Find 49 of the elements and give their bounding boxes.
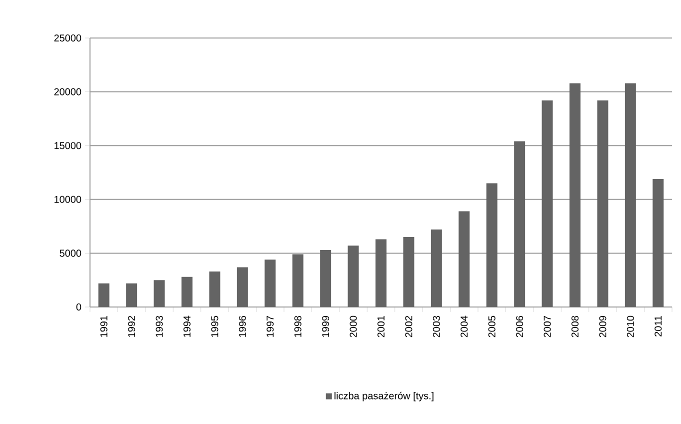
- x-tick-label: 1993: [156, 316, 163, 337]
- bar: [624, 83, 636, 307]
- x-tick-label: 2005: [488, 316, 496, 338]
- x-tick-label: 1994: [183, 316, 191, 337]
- bar: [652, 178, 664, 307]
- x-tick-label: 1992: [128, 316, 136, 337]
- y-tick-label: 20000: [54, 88, 82, 96]
- x-tick-label: 2010: [626, 316, 634, 338]
- bar: [292, 254, 304, 307]
- x-tick-label: 1998: [294, 316, 302, 337]
- x-tick-label: 2006: [516, 316, 524, 338]
- bar: [236, 267, 248, 307]
- x-tick-label: 1996: [238, 316, 246, 337]
- x-tick-label: 2000: [350, 316, 357, 338]
- bar: [514, 141, 526, 307]
- x-tick-label: 2009: [599, 316, 606, 338]
- bar: [348, 246, 359, 307]
- bar: [597, 100, 608, 307]
- y-tick-label: 0: [76, 303, 82, 311]
- bar: [430, 230, 442, 307]
- bar: [376, 239, 387, 307]
- bar: [126, 283, 138, 307]
- y-tick-label: 10000: [54, 196, 82, 203]
- bar: [542, 100, 553, 307]
- bar: [154, 280, 165, 307]
- x-tick-label: 2008: [571, 316, 579, 338]
- x-tick-label: 2007: [544, 316, 551, 338]
- x-tick-label: 1997: [266, 316, 274, 337]
- y-tick-label: 25000: [54, 34, 82, 42]
- bar: [182, 276, 192, 307]
- y-tick-label: 15000: [54, 142, 82, 150]
- y-tick-label: 5000: [60, 250, 82, 257]
- x-tick-label: 2002: [405, 316, 412, 338]
- x-tick-label: 1991: [100, 316, 108, 337]
- bar: [320, 250, 332, 307]
- bar: [98, 283, 110, 307]
- x-tick-label: 2003: [432, 316, 440, 338]
- legend-label: liczba pasażerów [tys.]: [334, 392, 434, 402]
- bar: [486, 183, 498, 307]
- x-tick-label: 1995: [211, 316, 218, 337]
- x-tick-label: 2011: [654, 316, 662, 336]
- x-tick-label: 1999: [322, 316, 330, 337]
- bar: [458, 211, 470, 307]
- x-tick-label: 2001: [377, 316, 385, 338]
- x-tick-label: 2004: [460, 316, 468, 338]
- bar: [403, 237, 414, 307]
- bar: [264, 260, 276, 307]
- bar: [209, 271, 220, 307]
- bar: [570, 83, 581, 307]
